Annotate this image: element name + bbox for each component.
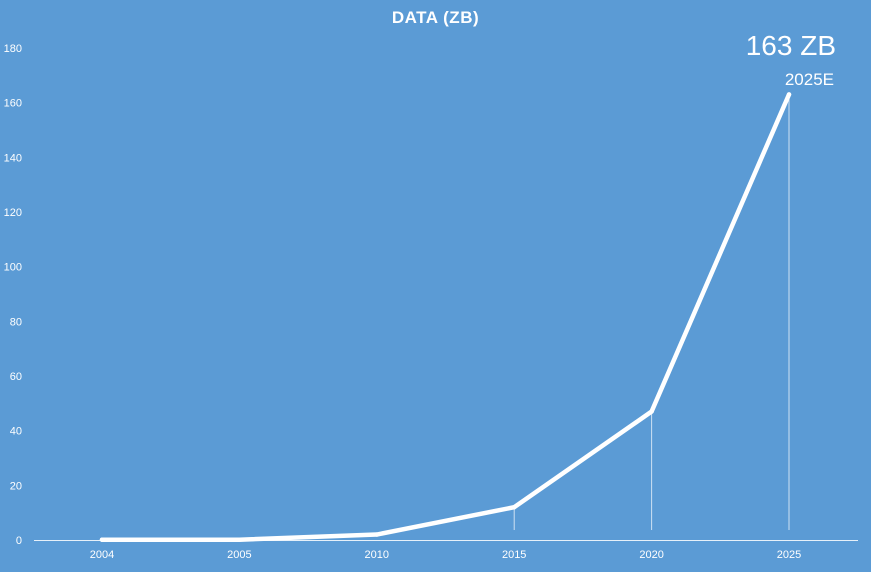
data-point: [237, 537, 242, 542]
y-tick-label: 180: [4, 43, 22, 55]
data-point: [786, 92, 792, 97]
y-tick-label: 40: [10, 426, 22, 438]
y-tick-label: 20: [10, 480, 22, 492]
y-tick-label: 0: [16, 535, 22, 547]
y-tick-label: 140: [4, 152, 22, 164]
x-tick-label: 2005: [227, 549, 251, 561]
annotation-sublabel: 2025E: [784, 70, 834, 89]
y-tick-label: 120: [4, 207, 22, 219]
data-point: [99, 537, 105, 542]
x-tick-label: 2020: [639, 549, 663, 561]
y-tick-label: 160: [4, 98, 22, 110]
data-point: [649, 409, 654, 414]
y-tick-label: 80: [10, 316, 22, 328]
data-point: [512, 505, 517, 510]
y-tick-label: 100: [4, 262, 22, 274]
x-tick-label: 2010: [365, 549, 389, 561]
x-tick-label: 2015: [502, 549, 526, 561]
annotation-value: 163 ZB: [745, 30, 836, 61]
series-line: [99, 92, 792, 542]
x-tick-label: 2004: [90, 549, 114, 561]
chart-title: DATA (ZB): [391, 8, 480, 27]
y-tick-label: 60: [10, 371, 22, 383]
x-tick-label: 2025: [777, 549, 801, 561]
data-point: [374, 532, 379, 537]
